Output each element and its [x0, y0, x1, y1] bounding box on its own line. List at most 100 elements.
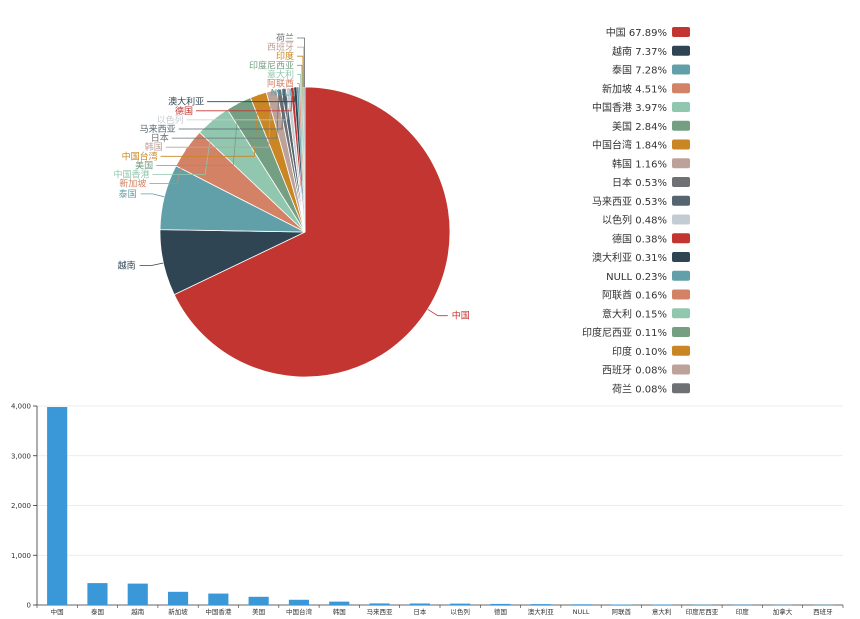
x-tick-label-泰国: 泰国 [91, 607, 104, 616]
x-tick-label-中国香港: 中国香港 [205, 607, 232, 616]
bar-chart: 0 1,000 2,000 3,000 4,000 中国 泰国 越南 新加坡 中国香港 美国 中国台湾… [11, 403, 844, 616]
pie-label-line-中国 [427, 308, 448, 317]
pie-slice-中国[interactable] [173, 86, 451, 378]
legend-swatch-意大利[interactable] [672, 308, 690, 319]
pie-label-line-日本 [171, 89, 280, 139]
pie-label-line-新加坡 [149, 148, 187, 185]
bar-泰国[interactable] [87, 583, 108, 605]
y-tick-label-1000: 1,000 [11, 552, 31, 560]
legend-label-美国: 美国 2.84% [612, 120, 667, 133]
x-tick-label-阿联酋: 阿联酋 [612, 607, 632, 616]
pie-label-西班牙: 西班牙 [267, 41, 294, 53]
legend-swatch-荷兰[interactable] [672, 383, 690, 394]
legend-swatch-印度[interactable] [672, 345, 690, 356]
pie-label-马来西亚: 马来西亚 [140, 124, 176, 135]
pie-label-line-null [296, 87, 299, 93]
pie-label-line-西班牙 [297, 46, 305, 88]
bar-意大利[interactable] [651, 604, 672, 606]
legend-swatch-印度尼西亚[interactable] [672, 327, 690, 337]
legend-label-中国香港: 中国香港 3.97% [592, 101, 667, 114]
pie-label-line-意大利 [297, 74, 302, 88]
x-tick-label-印度尼西亚: 印度尼西亚 [686, 607, 719, 616]
x-tick-label-意大利: 意大利 [652, 607, 672, 616]
legend-label-新加坡: 新加坡 4.51% [602, 82, 667, 95]
legend-swatch-澳大利亚[interactable] [672, 252, 690, 262]
legend-swatch-新加坡[interactable] [672, 83, 690, 94]
x-tick-label-印度: 印度 [736, 607, 750, 616]
legend-swatch-德国[interactable] [672, 233, 690, 244]
legend-label-澳大利亚: 澳大利亚 0.31% [592, 251, 667, 264]
bar-阿联酋[interactable] [611, 604, 632, 606]
pie-label-越南: 越南 [118, 260, 136, 272]
pie-label-line-印度尼西亚 [297, 64, 303, 88]
bar-加拿大[interactable] [772, 604, 793, 606]
bar-澳大利亚[interactable] [530, 604, 551, 605]
legend-swatch-马来西亚[interactable] [672, 195, 690, 206]
bar-日本[interactable] [409, 603, 430, 605]
pie-label-line-德国 [196, 87, 293, 112]
legend-label-印度尼西亚: 印度尼西亚 0.11% [582, 326, 667, 339]
bar-中国[interactable] [47, 407, 68, 605]
pie-label-line-阿联酋 [297, 83, 300, 88]
bar-马来西亚[interactable] [369, 603, 390, 605]
legend-label-以色列: 以色列 0.48% [602, 214, 667, 227]
bar-越南[interactable] [127, 583, 148, 605]
bar-新加坡[interactable] [167, 591, 189, 605]
pie-label-line-美国 [156, 103, 240, 166]
legend-swatch-美国[interactable] [672, 120, 690, 131]
pie-label-line-中国台湾 [160, 94, 259, 157]
legend-label-中国台湾: 中国台湾 1.84% [592, 139, 667, 152]
bar-中国香港[interactable] [208, 593, 229, 605]
bar-韩国[interactable] [329, 601, 350, 605]
pie-label-中国: 中国 [452, 310, 470, 322]
legend-swatch-越南[interactable] [672, 45, 690, 56]
legend-swatch-以色列[interactable] [672, 214, 690, 225]
y-tick-label-3000: 3,000 [11, 452, 31, 460]
pie-label-新加坡: 新加坡 [119, 178, 146, 190]
x-tick-label-中国: 中国 [51, 607, 64, 616]
bar-null[interactable] [570, 604, 592, 605]
bar-西班牙[interactable] [812, 604, 833, 606]
pie-label-line-泰国 [140, 193, 165, 198]
legend-swatch-日本[interactable] [672, 177, 690, 187]
x-tick-label-中国台湾: 中国台湾 [286, 607, 313, 616]
pie-label-line-越南 [139, 262, 164, 266]
legend-label-荷兰: 荷兰 0.08% [612, 382, 667, 395]
legend-swatch-null[interactable] [672, 270, 690, 281]
y-tick-label-4000: 4,000 [11, 403, 31, 411]
bar-以色列[interactable] [450, 603, 471, 605]
pie-label-荷兰: 荷兰 [276, 32, 294, 44]
legend-swatch-中国[interactable] [672, 27, 690, 37]
x-tick-label-美国: 美国 [252, 607, 265, 616]
legend-swatch-韩国[interactable] [672, 158, 690, 169]
legend-swatch-阿联酋[interactable] [672, 289, 690, 300]
legend-swatch-泰国[interactable] [672, 64, 690, 75]
x-tick-label-马来西亚: 马来西亚 [367, 608, 394, 616]
bar-美国[interactable] [248, 596, 269, 605]
pie-label-以色列: 以色列 [157, 114, 184, 126]
legend-swatch-中国台湾[interactable] [672, 139, 690, 150]
x-tick-label-澳大利亚: 澳大利亚 [528, 607, 555, 616]
bar-印度尼西亚[interactable] [691, 604, 713, 606]
x-tick-label-西班牙: 西班牙 [813, 607, 833, 616]
pie-label-德国: 德国 [175, 105, 193, 117]
pie-label-中国台湾: 中国台湾 [122, 150, 158, 162]
x-tick-label-null: NULL [573, 608, 590, 616]
pie-label-line-韩国 [165, 90, 272, 148]
legend-label-中国: 中国 67.89% [606, 26, 667, 39]
x-tick-label-德国: 德国 [494, 607, 507, 616]
bar-德国[interactable] [490, 603, 511, 605]
legend-label-韩国: 韩国 1.16% [612, 157, 667, 170]
legend-label-西班牙: 西班牙 0.08% [602, 365, 667, 377]
bar-印度[interactable] [732, 604, 753, 606]
pie-label-null: NULL [271, 89, 294, 99]
pie-label-美国: 美国 [135, 159, 153, 171]
legend-label-越南: 越南 7.37% [612, 45, 667, 58]
legend-swatch-中国香港[interactable] [672, 102, 690, 112]
bar-中国台湾[interactable] [288, 599, 310, 605]
legend-swatch-西班牙[interactable] [672, 364, 690, 375]
legend-label-日本: 日本 0.53% [612, 176, 667, 189]
legend-label-印度: 印度 0.10% [612, 345, 667, 358]
